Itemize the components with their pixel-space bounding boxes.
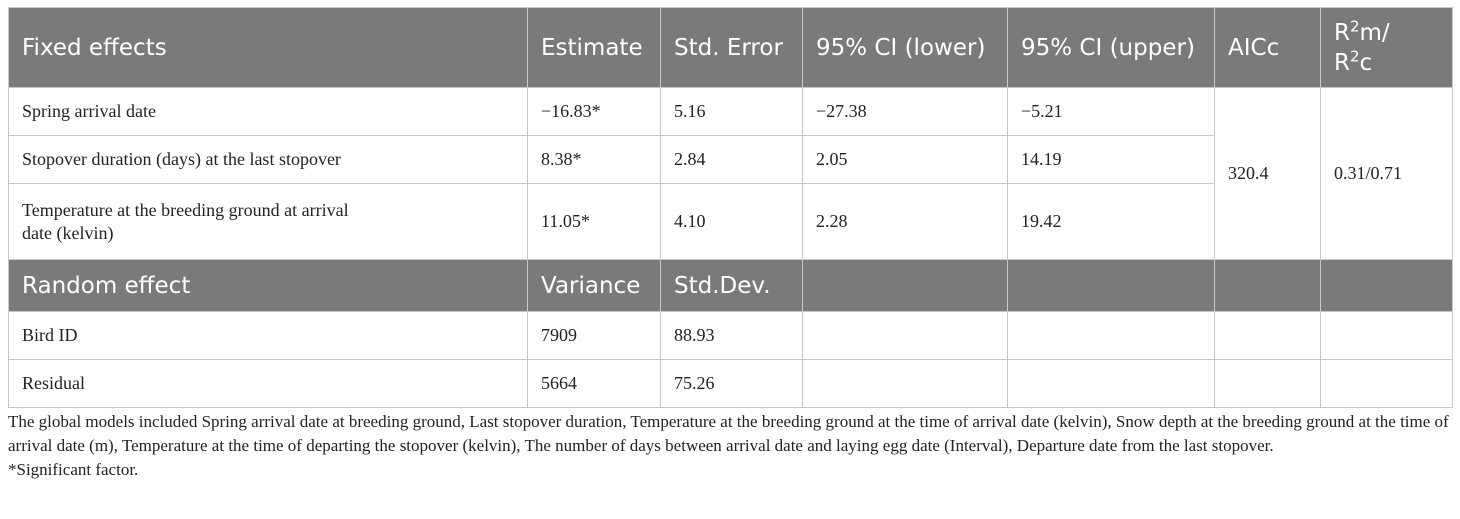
row-label: Residual: [8, 359, 528, 408]
table-footnotes: The global models included Spring arriva…: [8, 410, 1456, 482]
std-error-cell: 2.84: [660, 135, 803, 184]
header-r2: R2m/ R2c: [1320, 7, 1453, 88]
r2-line1-tail: m/: [1359, 19, 1390, 46]
empty-cell: [802, 359, 1008, 408]
r2-line1-sup: 2: [1349, 16, 1360, 35]
table-row: Bird ID 7909 88.93: [8, 311, 1453, 360]
variance-cell: 5664: [527, 359, 661, 408]
results-table: Fixed effects Estimate Std. Error 95% CI…: [8, 7, 1453, 408]
std-error-cell: 4.10: [660, 183, 803, 260]
std-dev-cell: 75.26: [660, 359, 803, 408]
results-table-container: Fixed effects Estimate Std. Error 95% CI…: [8, 7, 1453, 408]
header-ci-lower: 95% CI (lower): [802, 7, 1008, 88]
ci-upper-cell: −5.21: [1007, 87, 1215, 136]
table-row: Temperature at the breeding ground at ar…: [8, 183, 1453, 260]
empty-cell: [1007, 311, 1215, 360]
estimate-cell: 8.38*: [527, 135, 661, 184]
ci-upper-cell: 19.42: [1007, 183, 1215, 260]
table-row: Stopover duration (days) at the last sto…: [8, 135, 1453, 184]
header-empty: [1007, 259, 1215, 312]
header-empty: [802, 259, 1008, 312]
empty-cell: [1007, 359, 1215, 408]
header-empty: [1214, 259, 1321, 312]
r2-line2-base: R: [1334, 49, 1350, 76]
estimate-cell: 11.05*: [527, 183, 661, 260]
row-label-line1: Temperature at the breeding ground at ar…: [22, 199, 349, 220]
header-estimate: Estimate: [527, 7, 661, 88]
aicc-cell: 320.4: [1214, 87, 1321, 260]
empty-cell: [802, 311, 1008, 360]
empty-cell: [1320, 311, 1453, 360]
row-label: Stopover duration (days) at the last sto…: [8, 135, 528, 184]
estimate-cell: −16.83*: [527, 87, 661, 136]
row-label: Bird ID: [8, 311, 528, 360]
header-ci-upper: 95% CI (upper): [1007, 7, 1215, 88]
global-models-note: The global models included Spring arriva…: [8, 412, 1449, 455]
row-label-line2: date (kelvin): [22, 222, 114, 243]
header-variance: Variance: [527, 259, 661, 312]
table-row: Residual 5664 75.26: [8, 359, 1453, 408]
std-error-cell: 5.16: [660, 87, 803, 136]
random-effect-header-row: Random effect Variance Std.Dev.: [8, 259, 1453, 312]
r2-cell: 0.31/0.71: [1320, 87, 1453, 260]
empty-cell: [1320, 359, 1453, 408]
std-dev-cell: 88.93: [660, 311, 803, 360]
significance-note: *Significant factor.: [8, 460, 139, 479]
header-random-effect: Random effect: [8, 259, 528, 312]
header-std-error: Std. Error: [660, 7, 803, 88]
variance-cell: 7909: [527, 311, 661, 360]
ci-lower-cell: 2.05: [802, 135, 1008, 184]
row-label: Spring arrival date: [8, 87, 528, 136]
r2-line1-base: R: [1334, 19, 1350, 46]
empty-cell: [1214, 359, 1321, 408]
ci-lower-cell: −27.38: [802, 87, 1008, 136]
header-aicc: AICc: [1214, 7, 1321, 88]
fixed-effects-header-row: Fixed effects Estimate Std. Error 95% CI…: [8, 7, 1453, 88]
header-std-dev: Std.Dev.: [660, 259, 803, 312]
r2-line2-tail: c: [1359, 49, 1373, 76]
r2-header-label: R2m/ R2c: [1334, 18, 1390, 78]
header-empty: [1320, 259, 1453, 312]
ci-upper-cell: 14.19: [1007, 135, 1215, 184]
ci-lower-cell: 2.28: [802, 183, 1008, 260]
header-fixed-effects: Fixed effects: [8, 7, 528, 88]
empty-cell: [1214, 311, 1321, 360]
r2-line2-sup: 2: [1349, 46, 1360, 65]
table-row: Spring arrival date −16.83* 5.16 −27.38 …: [8, 87, 1453, 260]
row-label: Temperature at the breeding ground at ar…: [8, 183, 528, 260]
